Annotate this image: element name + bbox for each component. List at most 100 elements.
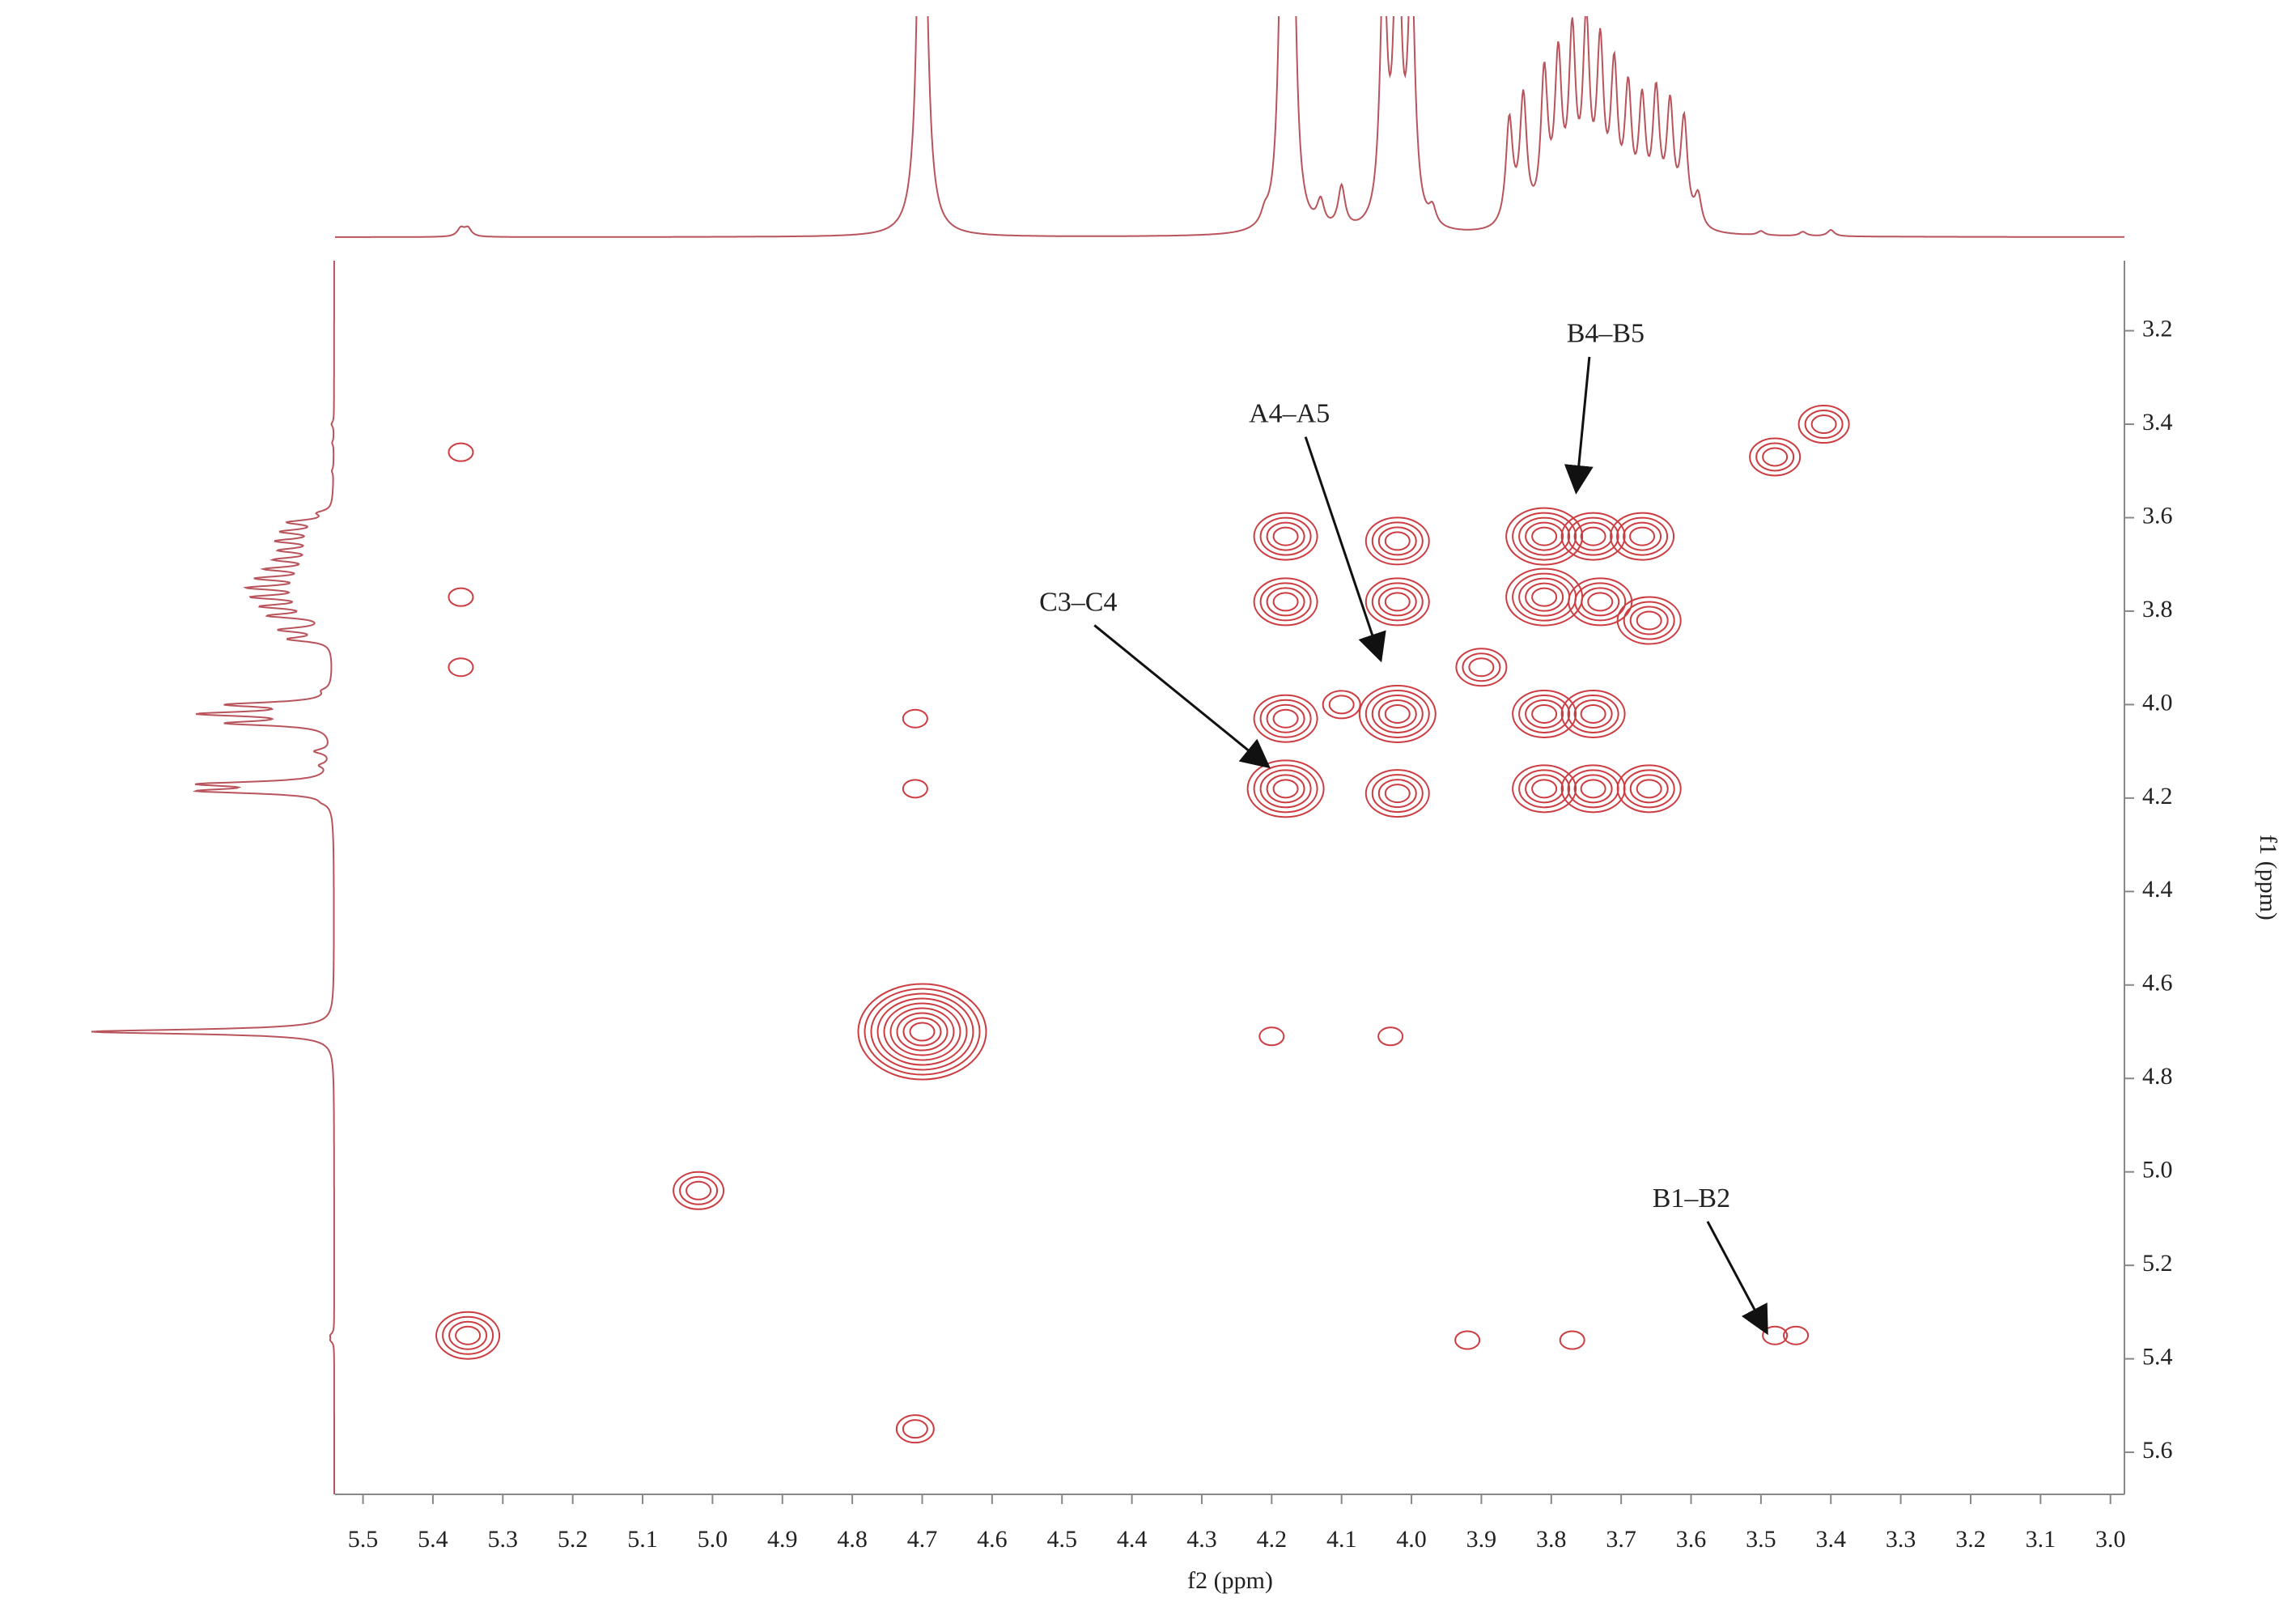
y-tick-label: 3.8 — [2142, 596, 2173, 623]
x-tick-label: 5.0 — [698, 1526, 728, 1553]
contour — [448, 587, 474, 607]
contour — [1518, 769, 1571, 809]
cross-peak — [902, 708, 928, 729]
y-tick-label: 3.4 — [2142, 409, 2173, 436]
x-tick-label: 3.3 — [1886, 1526, 1916, 1553]
y-tick-label: 5.0 — [2142, 1157, 2173, 1183]
contour — [1525, 774, 1564, 804]
contour — [1512, 512, 1577, 561]
y-tick-label: 5.6 — [2142, 1437, 2173, 1464]
cross-peak — [1610, 512, 1675, 561]
contour — [896, 1012, 949, 1052]
cross-peak — [1762, 1325, 1789, 1345]
contour — [1253, 694, 1318, 743]
cross-peak — [1616, 764, 1682, 814]
contour — [1364, 689, 1430, 738]
cross-peak — [1560, 689, 1626, 738]
annotation-arrow — [1093, 624, 1271, 769]
contour — [1371, 521, 1424, 561]
cross-peak — [448, 587, 474, 607]
contour — [1560, 512, 1626, 561]
cross-peak — [1616, 596, 1682, 645]
contour — [1531, 779, 1558, 799]
contour — [448, 442, 474, 462]
cross-peak — [1364, 516, 1430, 566]
contour — [1797, 405, 1850, 444]
contour — [1246, 759, 1325, 818]
cross-peak — [1253, 512, 1318, 561]
contour — [1512, 764, 1577, 814]
contour — [864, 988, 981, 1076]
cross-peak — [1253, 577, 1318, 627]
x-tick-label: 4.5 — [1046, 1526, 1077, 1553]
contour — [679, 1175, 719, 1205]
contour — [1272, 592, 1299, 612]
contour — [1629, 526, 1656, 546]
contour — [673, 1171, 725, 1210]
x-tick-label: 4.8 — [837, 1526, 868, 1553]
contour — [1560, 764, 1626, 814]
x-tick-label: 3.9 — [1466, 1526, 1497, 1553]
contour — [1580, 703, 1606, 724]
contour — [1455, 648, 1508, 687]
contour — [1525, 582, 1564, 612]
contour — [902, 708, 928, 729]
cross-peak — [1377, 1026, 1404, 1047]
contour — [1462, 652, 1501, 682]
cross-peak — [1322, 690, 1361, 720]
contour — [1384, 592, 1411, 612]
contour — [1616, 516, 1669, 556]
x-tick-label: 3.1 — [2026, 1526, 2056, 1553]
contour — [1525, 699, 1564, 729]
contour — [1253, 764, 1318, 814]
contour — [1573, 521, 1613, 551]
cross-peak — [1364, 769, 1430, 818]
x-tick-label: 4.2 — [1257, 1526, 1288, 1553]
contour — [1525, 521, 1564, 551]
x-tick-label: 4.1 — [1326, 1526, 1357, 1553]
contour — [902, 779, 928, 799]
y-tick-label: 4.2 — [2142, 783, 2173, 810]
contour — [857, 983, 987, 1081]
cross-peak — [895, 1414, 935, 1444]
contour — [1505, 567, 1584, 627]
contour — [1567, 694, 1619, 733]
contour — [902, 1419, 928, 1439]
cross-peak — [448, 442, 474, 462]
y-tick-label: 3.6 — [2142, 502, 2173, 529]
contour — [1384, 703, 1411, 724]
contour — [902, 1017, 942, 1047]
contour — [1636, 610, 1662, 631]
contour — [1623, 769, 1675, 809]
y-tick-label: 5.2 — [2142, 1250, 2173, 1277]
contour — [1567, 516, 1619, 556]
x-axis-title: f2 (ppm) — [1187, 1567, 1273, 1594]
cross-peak — [1560, 764, 1626, 814]
cross-peak — [435, 1311, 501, 1360]
contour — [895, 1414, 935, 1444]
cross-peak — [1797, 405, 1850, 444]
contour — [1518, 694, 1571, 733]
contour — [1377, 699, 1417, 729]
x-tick-label: 5.3 — [488, 1526, 519, 1553]
contour — [1512, 689, 1577, 738]
cross-peak — [673, 1171, 725, 1210]
contour — [1581, 587, 1620, 617]
contour — [435, 1311, 501, 1360]
contour — [1371, 582, 1424, 622]
contour — [1783, 1325, 1810, 1345]
contour — [1629, 774, 1669, 804]
contour — [1371, 774, 1424, 814]
contour — [1580, 779, 1606, 799]
contour — [1266, 774, 1305, 804]
contour — [1610, 512, 1675, 561]
y-tick-label: 4.4 — [2142, 876, 2173, 903]
contour — [1384, 784, 1411, 804]
cross-peak — [1512, 689, 1577, 738]
contour — [1573, 699, 1613, 729]
y-tick-label: 5.4 — [2142, 1343, 2173, 1370]
contour — [442, 1315, 494, 1355]
cross-peak — [902, 779, 928, 799]
contour — [1384, 531, 1411, 551]
